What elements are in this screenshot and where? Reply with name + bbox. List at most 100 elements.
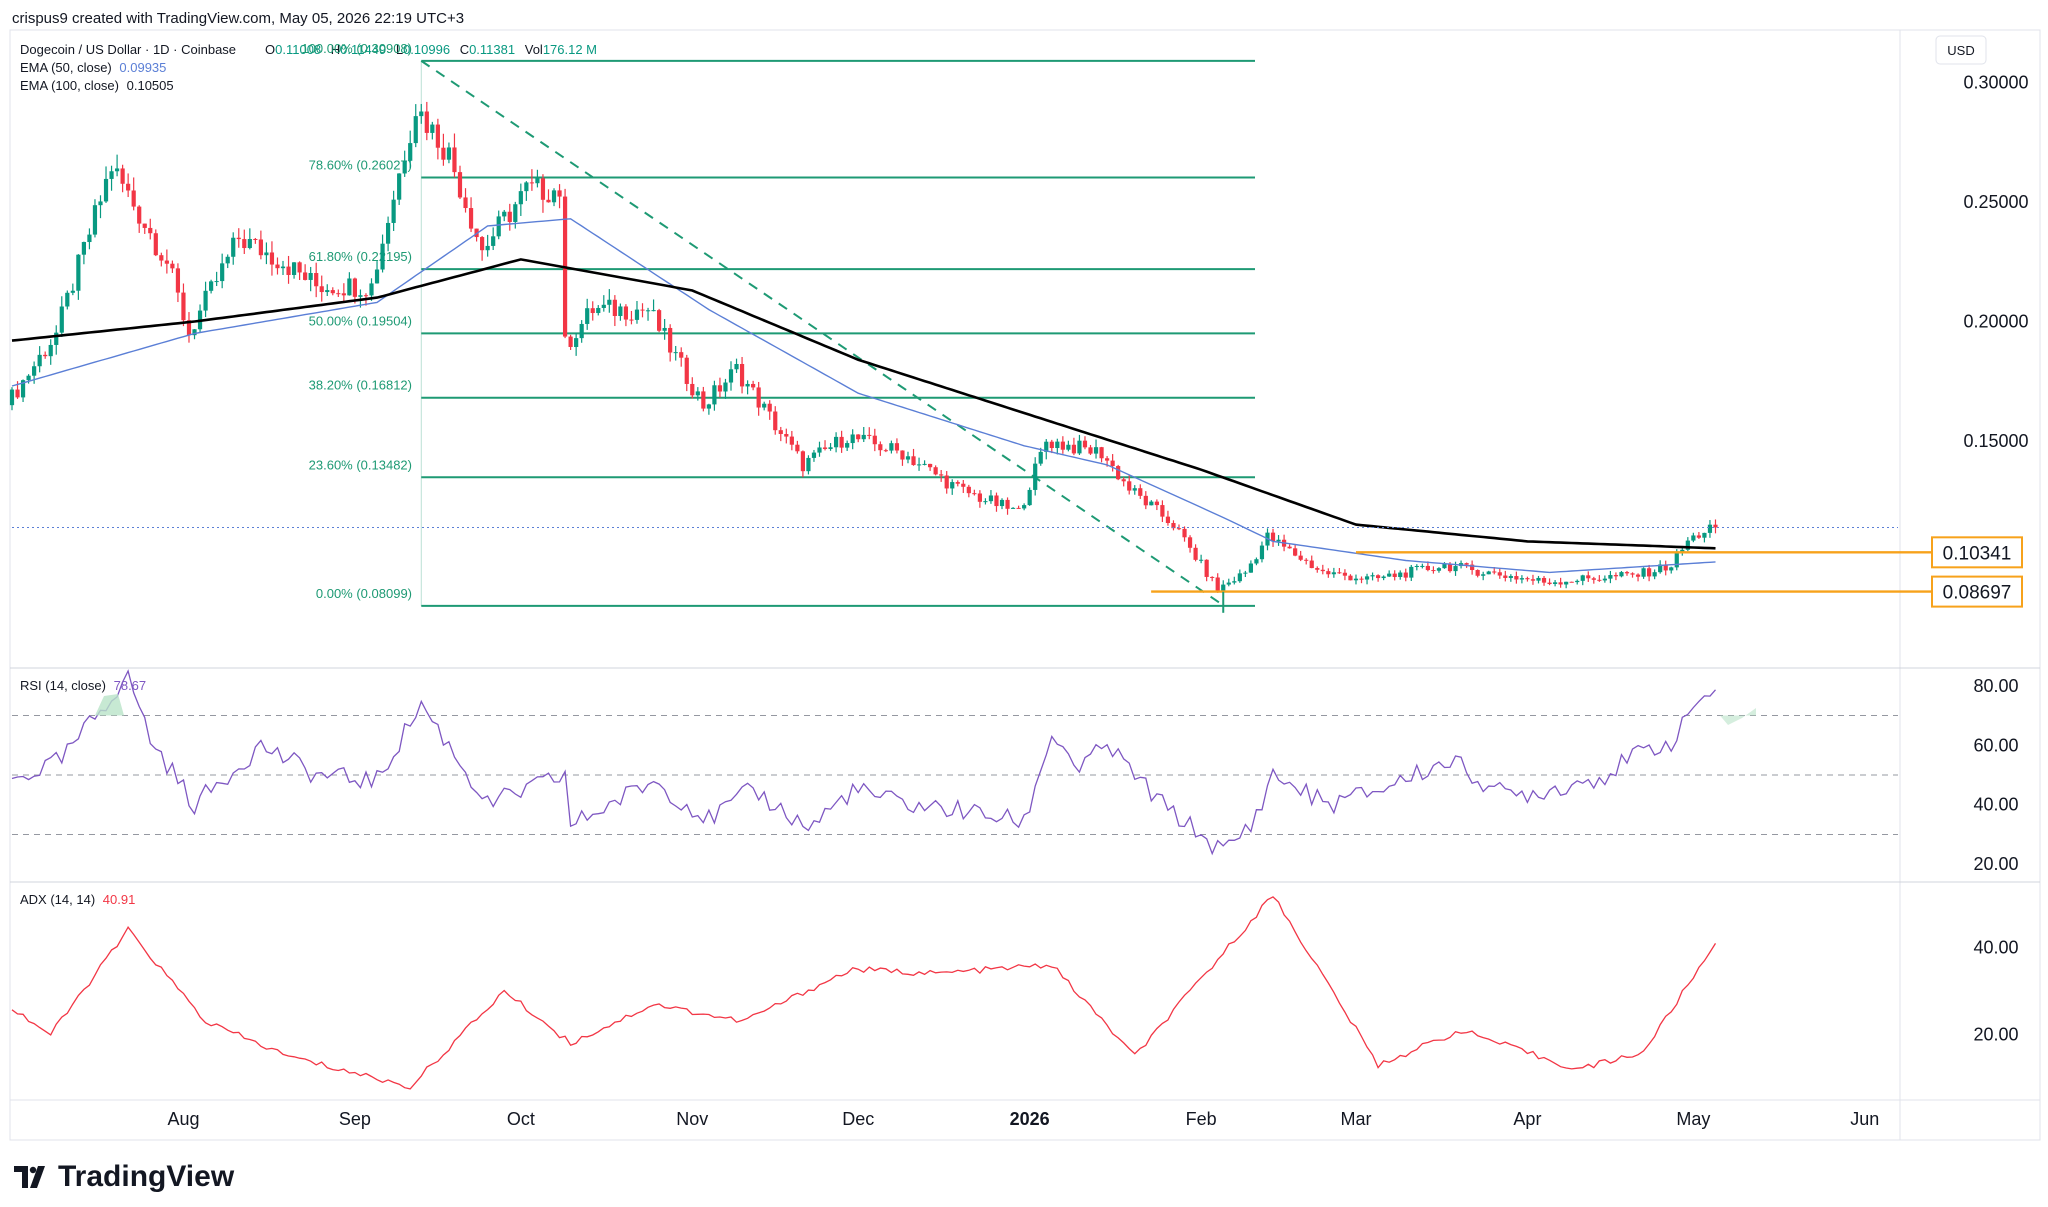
candle-body[interactable] bbox=[1564, 581, 1569, 585]
candle-body[interactable] bbox=[391, 199, 396, 223]
candle-body[interactable] bbox=[988, 495, 994, 502]
candle-body[interactable] bbox=[330, 290, 335, 294]
candle-body[interactable] bbox=[612, 299, 617, 317]
candle-body[interactable] bbox=[540, 178, 546, 200]
candle-body[interactable] bbox=[1624, 572, 1630, 574]
candle-body[interactable] bbox=[1331, 572, 1336, 575]
candle-body[interactable] bbox=[236, 237, 241, 240]
candle-body[interactable] bbox=[1182, 528, 1187, 538]
candle-body[interactable] bbox=[325, 290, 330, 293]
candle-body[interactable] bbox=[1541, 577, 1547, 583]
candle-body[interactable] bbox=[1447, 564, 1453, 572]
candle-body[interactable] bbox=[59, 306, 64, 333]
candle-body[interactable] bbox=[1647, 568, 1652, 577]
ema50-legend[interactable]: EMA (50, close) 0.09935 bbox=[20, 60, 166, 75]
time-axis[interactable]: Aug Sep Oct Nov Dec 2026 Feb Mar Apr May Jun bbox=[167, 1109, 1879, 1129]
candle-body[interactable] bbox=[480, 237, 485, 251]
candle-body[interactable] bbox=[369, 283, 374, 296]
candle-body[interactable] bbox=[878, 444, 883, 451]
candle-body[interactable] bbox=[1215, 577, 1220, 591]
candle-body[interactable] bbox=[933, 467, 938, 475]
candle-body[interactable] bbox=[1658, 564, 1663, 573]
candle-body[interactable] bbox=[739, 363, 745, 387]
candle-body[interactable] bbox=[137, 206, 142, 224]
candle-body[interactable] bbox=[43, 354, 48, 357]
candle-body[interactable] bbox=[1121, 479, 1126, 482]
candle-body[interactable] bbox=[1293, 548, 1298, 556]
candle-body[interactable] bbox=[916, 464, 922, 466]
candle-body[interactable] bbox=[65, 292, 70, 307]
currency-button[interactable]: USD bbox=[1935, 35, 1987, 65]
candle-body[interactable] bbox=[446, 147, 452, 160]
candle-body[interactable] bbox=[1514, 576, 1519, 580]
candle-body[interactable] bbox=[1127, 481, 1132, 491]
candle-body[interactable] bbox=[1309, 560, 1314, 569]
candle-body[interactable] bbox=[380, 243, 385, 270]
rsi-pane[interactable]: 80.00 60.00 40.00 20.00 bbox=[11, 669, 2019, 874]
candle-body[interactable] bbox=[999, 499, 1005, 507]
candle-body[interactable] bbox=[513, 204, 518, 222]
candle-body[interactable] bbox=[153, 233, 158, 256]
candle-body[interactable] bbox=[1348, 575, 1353, 581]
candle-body[interactable] bbox=[280, 266, 286, 269]
candle-body[interactable] bbox=[983, 501, 988, 503]
candle-body[interactable] bbox=[1536, 577, 1541, 581]
candle-body[interactable] bbox=[889, 443, 894, 451]
candle-body[interactable] bbox=[795, 444, 800, 452]
ema100-legend[interactable]: EMA (100, close) 0.10505 bbox=[20, 78, 174, 93]
candle-body[interactable] bbox=[1425, 565, 1430, 571]
candle-body[interactable] bbox=[1342, 572, 1348, 576]
candle-body[interactable] bbox=[186, 320, 192, 336]
candle-body[interactable] bbox=[1696, 535, 1701, 538]
candle-body[interactable] bbox=[37, 354, 42, 367]
candle-body[interactable] bbox=[845, 443, 850, 448]
candle-body[interactable] bbox=[1326, 571, 1331, 575]
candle-body[interactable] bbox=[1364, 576, 1370, 580]
rsi-legend[interactable]: RSI (14, close) 78.67 bbox=[20, 678, 146, 693]
candle-body[interactable] bbox=[269, 252, 275, 265]
candle-body[interactable] bbox=[657, 310, 662, 331]
candle-body[interactable] bbox=[48, 344, 53, 357]
candle-body[interactable] bbox=[1481, 574, 1486, 576]
candle-body[interactable] bbox=[524, 182, 529, 192]
candle-body[interactable] bbox=[1558, 582, 1563, 585]
candle-body[interactable] bbox=[1093, 447, 1099, 454]
candle-body[interactable] bbox=[1569, 581, 1574, 583]
candle-body[interactable] bbox=[1508, 576, 1513, 578]
candle-body[interactable] bbox=[297, 262, 302, 273]
candle-body[interactable] bbox=[1248, 563, 1253, 573]
candle-body[interactable] bbox=[662, 327, 667, 331]
candle-body[interactable] bbox=[645, 310, 651, 312]
candle-body[interactable] bbox=[706, 404, 711, 409]
candle-body[interactable] bbox=[1602, 578, 1607, 581]
candle-body[interactable] bbox=[1685, 540, 1690, 550]
candle-body[interactable] bbox=[275, 264, 280, 269]
candle-body[interactable] bbox=[856, 434, 861, 440]
candle-body[interactable] bbox=[15, 389, 20, 398]
candle-body[interactable] bbox=[70, 290, 75, 293]
candle-body[interactable] bbox=[1370, 575, 1375, 577]
candle-body[interactable] bbox=[1099, 447, 1104, 459]
candle-body[interactable] bbox=[32, 366, 37, 376]
candle-body[interactable] bbox=[491, 236, 496, 246]
candle-body[interactable] bbox=[1392, 573, 1397, 577]
candle-body[interactable] bbox=[1038, 451, 1043, 464]
candle-body[interactable] bbox=[264, 252, 269, 256]
candle-body[interactable] bbox=[723, 382, 728, 392]
candle-body[interactable] bbox=[175, 268, 181, 293]
candle-body[interactable] bbox=[905, 456, 911, 460]
candle-body[interactable] bbox=[1298, 555, 1303, 560]
candle-body[interactable] bbox=[164, 260, 169, 264]
candle-body[interactable] bbox=[87, 234, 92, 243]
candle-body[interactable] bbox=[1597, 579, 1602, 581]
candle-body[interactable] bbox=[1171, 523, 1176, 529]
candle-body[interactable] bbox=[977, 493, 982, 502]
candle-body[interactable] bbox=[1475, 570, 1480, 576]
candle-body[interactable] bbox=[789, 436, 794, 445]
candle-body[interactable] bbox=[247, 238, 252, 249]
candle-body[interactable] bbox=[1591, 578, 1596, 580]
candle-body[interactable] bbox=[640, 309, 645, 311]
candle-body[interactable] bbox=[1154, 501, 1159, 506]
candle-body[interactable] bbox=[374, 269, 380, 284]
candle-body[interactable] bbox=[336, 293, 341, 295]
